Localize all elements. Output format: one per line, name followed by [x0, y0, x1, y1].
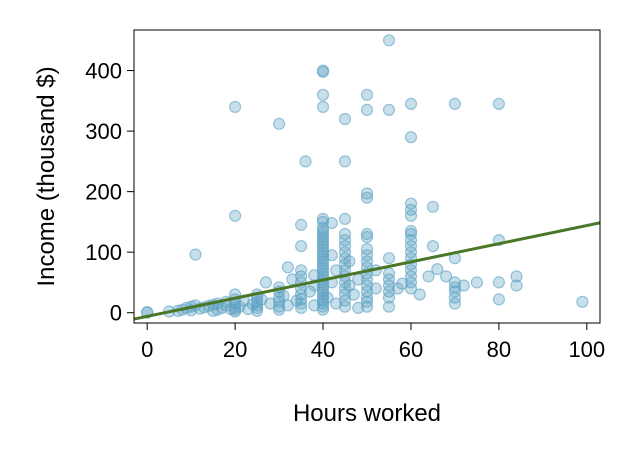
data-point: [510, 270, 523, 283]
data-point: [259, 276, 272, 289]
data-point: [404, 282, 418, 295]
plot-frame: [133, 29, 601, 324]
data-point: [382, 267, 396, 280]
x-axis: 0 20 40 60 80 100: [141, 323, 605, 362]
data-point: [431, 263, 444, 276]
data-point: [382, 300, 396, 313]
y-axis-title: Income (thousand $): [33, 66, 60, 286]
y-tick-label: 400: [85, 59, 122, 84]
data-point: [404, 97, 418, 111]
data-point: [360, 230, 374, 244]
data-point: [360, 243, 374, 256]
data-point: [295, 264, 308, 277]
data-point: [404, 131, 418, 144]
data-point: [448, 291, 461, 304]
data-point: [316, 64, 330, 77]
data-point: [316, 224, 330, 238]
data-point: [492, 293, 505, 306]
data-point: [347, 288, 360, 301]
data-point: [321, 291, 334, 304]
x-tick-label: 60: [399, 337, 423, 362]
y-tick-label: 0: [110, 301, 122, 326]
data-point: [295, 240, 308, 253]
data-point: [295, 218, 308, 231]
data-point: [360, 103, 374, 117]
x-tick-label: 100: [568, 337, 605, 362]
data-point: [295, 270, 308, 283]
data-point: [470, 276, 483, 289]
data-point: [382, 252, 396, 265]
data-point: [360, 187, 374, 200]
data-point: [457, 279, 470, 292]
data-point: [426, 240, 439, 253]
data-point: [229, 100, 242, 114]
data-point: [229, 209, 242, 222]
data-point: [338, 212, 352, 225]
x-axis-title: Hours worked: [293, 400, 441, 427]
data-point: [316, 291, 330, 304]
data-point: [576, 295, 589, 308]
data-point: [281, 261, 294, 274]
data-point: [360, 88, 374, 101]
data-point: [325, 249, 338, 262]
data-point: [316, 237, 330, 250]
data-point: [404, 270, 418, 283]
data-point: [360, 227, 374, 241]
data-point: [338, 227, 352, 241]
data-point: [338, 300, 352, 313]
data-point: [316, 100, 330, 114]
data-point: [382, 291, 396, 304]
data-points: [141, 34, 589, 319]
data-point: [316, 234, 330, 247]
data-point: [295, 297, 308, 310]
regression-line: [133, 221, 601, 321]
data-point: [426, 200, 439, 213]
data-point: [338, 112, 352, 126]
y-axis: 0 100 200 300 400: [85, 59, 134, 326]
data-point: [492, 276, 505, 289]
data-point: [295, 301, 308, 314]
y-tick-label: 300: [85, 119, 122, 144]
data-point: [360, 295, 374, 308]
data-point: [404, 234, 418, 247]
data-point: [273, 295, 286, 308]
data-point: [316, 88, 330, 101]
data-point: [492, 97, 505, 111]
x-tick-label: 20: [223, 337, 247, 362]
data-point: [360, 191, 374, 204]
data-point: [382, 103, 396, 117]
data-point: [404, 197, 418, 210]
data-point: [338, 234, 352, 247]
x-tick-label: 40: [311, 337, 335, 362]
y-tick-label: 200: [85, 180, 122, 205]
data-point: [404, 227, 418, 241]
data-point: [510, 279, 523, 292]
data-point: [360, 291, 374, 304]
data-point: [448, 97, 461, 111]
data-point: [299, 155, 312, 168]
data-point: [273, 117, 286, 130]
data-point: [338, 294, 352, 307]
data-point: [352, 301, 365, 314]
data-point: [404, 203, 418, 216]
data-point: [338, 155, 352, 168]
data-point: [440, 270, 453, 283]
y-tick-label: 100: [85, 240, 122, 265]
x-tick-label: 0: [141, 337, 153, 362]
data-point: [369, 282, 382, 295]
data-point: [325, 217, 338, 230]
data-point: [316, 303, 330, 316]
data-point: [343, 255, 356, 268]
data-point: [422, 270, 435, 283]
data-point: [404, 224, 418, 238]
x-tick-label: 80: [487, 337, 511, 362]
data-point: [413, 288, 426, 301]
data-point: [382, 34, 396, 47]
data-point: [448, 285, 461, 298]
data-point: [189, 248, 202, 261]
data-point: [316, 215, 330, 228]
